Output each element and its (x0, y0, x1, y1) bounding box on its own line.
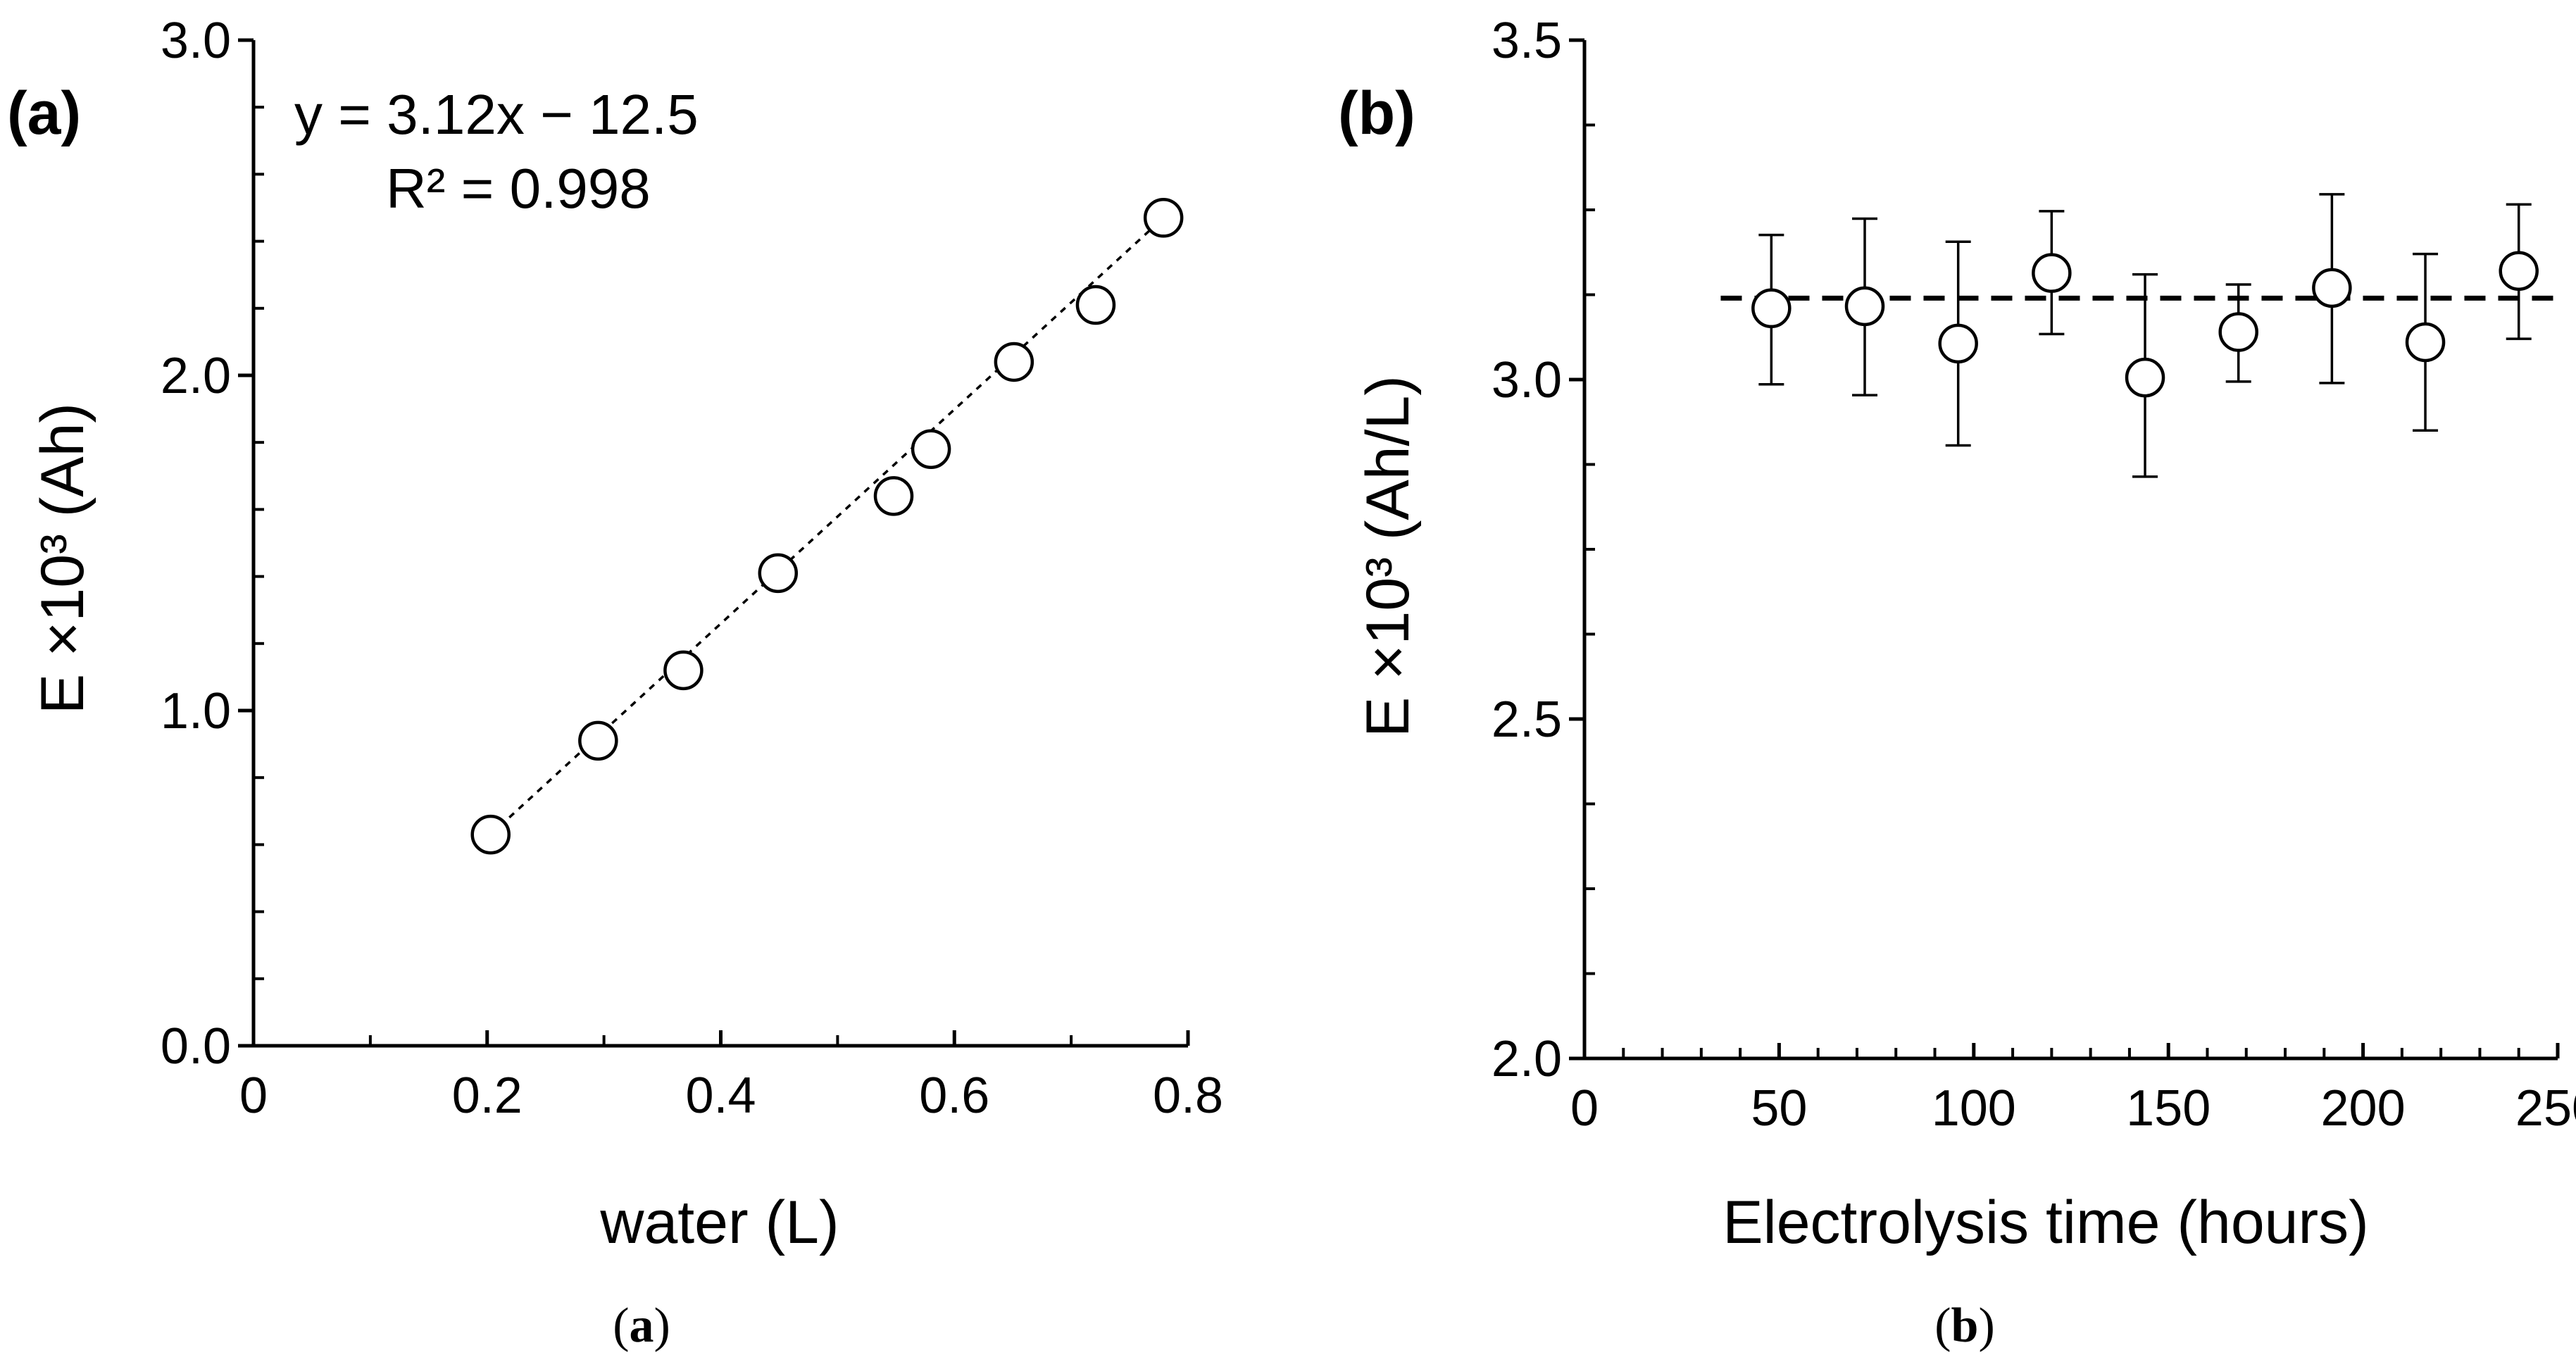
chart-a-data-point (873, 476, 914, 516)
chart-b-data-point (2218, 312, 2258, 352)
chart-a: 0.0 1.0 2.0 3.0 0 0.2 0.4 0.6 0.8 (a) y = 3.12x … (7, 13, 1223, 1353)
chart-a-data-point (758, 553, 799, 594)
chart-a-data-point (663, 650, 704, 691)
chart-a-y-tick-label: 1.0 (161, 683, 231, 739)
chart-b-x-axis-title: Electrolysis time (hours) (1722, 1189, 2369, 1256)
chart-a-caption: (a) (613, 1299, 670, 1353)
chart-b-caption-letter: b (1951, 1299, 1979, 1353)
chart-b-caption: (b) (1934, 1299, 1995, 1353)
chart-a-x-tick-label: 0.2 (452, 1068, 523, 1124)
chart-b-y-tick-label: 2.0 (1492, 1031, 1562, 1087)
chart-a-caption-letter: a (630, 1299, 654, 1353)
chart-a-equation: y = 3.12x − 12.5 (294, 83, 699, 146)
chart-a-y-tick-label: 2.0 (161, 348, 231, 404)
chart-b-ticks (1569, 38, 2560, 1061)
chart-b-data-point (2032, 253, 2072, 293)
chart-a-x-tick-label: 0.4 (685, 1068, 756, 1124)
chart-b-data-point (2499, 251, 2539, 292)
chart-a-r-squared: R² = 0.998 (386, 157, 651, 220)
chart-b-y-tick-label: 2.5 (1492, 692, 1562, 748)
chart-b-data-point (1844, 286, 1885, 327)
chart-b-x-tick-label: 50 (1751, 1080, 1807, 1137)
chart-b-panel-label: (b) (1338, 80, 1415, 147)
chart-a-tick-labels: 0.0 1.0 2.0 3.0 0 0.2 0.4 0.6 0.8 (161, 13, 1223, 1124)
chart-b-x-tick-label: 100 (1932, 1080, 2016, 1137)
chart-a-ticks (238, 38, 1190, 1048)
chart-a-data-point (470, 814, 511, 855)
chart-a-data-point (1143, 198, 1184, 238)
chart-b-data-point (1938, 323, 1978, 364)
chart-b-data-point (2405, 322, 2446, 363)
chart-a-data-point (578, 720, 618, 761)
chart-a-y-tick-label: 0.0 (161, 1018, 231, 1075)
chart-a-x-tick-label: 0.6 (919, 1068, 989, 1124)
chart-b-data-point (1751, 288, 1792, 329)
chart-a-y-axis-title: E ×10³ (Ah) (29, 403, 96, 714)
chart-a-data-point (911, 429, 951, 469)
chart-b-points (1751, 251, 2539, 398)
chart-b-data-point (2125, 357, 2165, 398)
chart-a-points (470, 198, 1184, 855)
chart-a-data-point (994, 342, 1034, 382)
chart-b-y-axis-title: E ×10³ (Ah/L) (1354, 375, 1422, 737)
chart-a-x-tick-label: 0 (239, 1068, 268, 1124)
chart-b-x-tick-label: 250 (2515, 1080, 2576, 1137)
chart-b-x-tick-label: 150 (2126, 1080, 2211, 1137)
chart-a-x-axis-title: water (L) (599, 1189, 839, 1256)
chart-a-y-tick-label: 3.0 (161, 13, 231, 69)
chart-b-y-tick-label: 3.0 (1492, 352, 1562, 408)
chart-a-data-point (1075, 285, 1116, 325)
chart-b-tick-labels: 2.0 2.5 3.0 3.5 0 50 100 150 200 250 (1492, 13, 2576, 1137)
chart-b-x-tick-label: 0 (1570, 1080, 1599, 1137)
chart-b-data-point (2312, 268, 2352, 308)
chart-a-panel-label: (a) (7, 80, 81, 147)
chart-b: 2.0 2.5 3.0 3.5 0 50 100 150 200 250 (b) Electrol… (1338, 13, 2576, 1353)
chart-a-x-tick-label: 0.8 (1153, 1068, 1223, 1124)
chart-b-x-tick-label: 200 (2321, 1080, 2406, 1137)
chart-b-y-tick-label: 3.5 (1492, 13, 1562, 69)
